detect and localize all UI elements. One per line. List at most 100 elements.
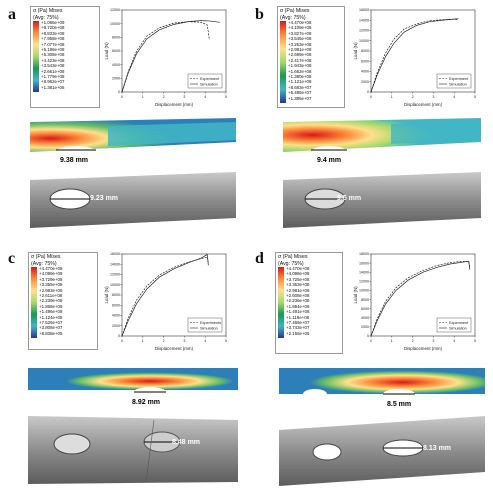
- legend-value: +3.827e+08: [288, 30, 312, 36]
- x-tick-label: 5: [474, 95, 476, 99]
- legend-value: +5.308e+08: [41, 52, 65, 58]
- legend-value: +3.729e+08: [39, 276, 63, 282]
- legend-title: σ (Pa) Mises: [280, 8, 310, 14]
- load-displacement-chart: 0 1 2 3 4 5 0 2000 4000 6000 8000 10000 12000 14000 16…: [104, 252, 227, 351]
- y-tick-label: 0: [118, 334, 120, 338]
- legend-subtitle: (Avg: 75%): [33, 15, 59, 21]
- panel-label: d: [255, 250, 264, 267]
- x-tick-label: 2: [412, 95, 414, 99]
- exp-measure-label: 8.48 mm: [172, 439, 200, 446]
- legend-entry: Simulation: [200, 326, 218, 330]
- x-axis-label: Displacement (mm): [404, 346, 443, 351]
- x-tick-label: 2: [163, 339, 165, 343]
- legend-value: +8.683e+07: [288, 84, 312, 90]
- y-tick-label: 8000: [112, 36, 120, 40]
- legend-value: +4.109e+08: [288, 25, 312, 31]
- legend-entry: Experiments: [200, 321, 221, 325]
- x-tick-label: 4: [453, 339, 455, 343]
- legend-value: +9.720e+08: [41, 25, 65, 31]
- legend-value: +6.196e+08: [41, 47, 65, 53]
- legend-value: +4.098e+08: [286, 271, 310, 277]
- x-tick-label: 5: [225, 339, 227, 343]
- load-displacement-chart: 0 1 2 3 4 5 0 2000 4000 6000 8000 10000 12000 14000 16…: [353, 252, 476, 351]
- x-tick-label: 1: [391, 339, 393, 343]
- legend-value: +2.981e+08: [288, 47, 312, 53]
- series-line: [370, 18, 459, 93]
- experiment-photo: 8.13 mm: [279, 416, 485, 486]
- legend-colorbar: [31, 267, 37, 338]
- series-line: [121, 256, 209, 337]
- x-tick-label: 5: [225, 95, 227, 99]
- series-line: [121, 21, 210, 93]
- y-tick-label: 8000: [361, 298, 369, 302]
- y-axis-label: Load (N): [104, 286, 109, 304]
- legend-subtitle: (Avg: 75%): [31, 261, 57, 267]
- legend-value: +3.725e+08: [286, 276, 310, 282]
- y-tick-label: 2000: [361, 80, 369, 84]
- legend-value: +2.608e+08: [286, 293, 310, 299]
- legend-values: +4.470e+08 +4.109e+08 +3.827e+08 +3.545e+08…: [288, 20, 311, 101]
- legend-value: +3.743e+07: [286, 325, 310, 331]
- sim-measure-label: 8.5 mm: [387, 401, 411, 408]
- legend-value: +1.066e+09: [41, 20, 65, 25]
- legend-value: +1.779e+08: [41, 74, 65, 80]
- y-axis-label: Load (N): [353, 42, 358, 60]
- legend-value: +4.099e+08: [39, 271, 63, 277]
- legend-value: +1.124e+08: [39, 314, 63, 320]
- legend-title: σ (Pa) Mises: [31, 254, 61, 260]
- y-tick-label: 12000: [359, 29, 369, 33]
- simulation-contour: 8.92 mm: [28, 368, 238, 406]
- legend-value: +7.077e+08: [41, 41, 65, 47]
- exp-measure-label: 9.5 mm: [337, 195, 361, 202]
- x-tick-label: 4: [204, 95, 206, 99]
- y-tick-label: 16000: [110, 252, 120, 256]
- legend-value: +8.838e+05: [39, 330, 63, 336]
- y-tick-label: 4000: [361, 70, 369, 74]
- y-axis-label: Load (N): [104, 42, 109, 60]
- y-tick-label: 0: [118, 90, 120, 94]
- legend-value: +4.470e+08: [39, 266, 63, 271]
- y-tick-label: 10000: [110, 22, 120, 26]
- legend-value: +4.470e+08: [288, 20, 312, 25]
- y-tick-label: 4000: [112, 63, 120, 67]
- y-tick-label: 6000: [361, 59, 369, 63]
- legend-value: +2.661e+08: [41, 68, 65, 74]
- y-tick-label: 2000: [361, 325, 369, 329]
- legend-value: +1.121e+08: [288, 79, 312, 85]
- x-tick-label: 3: [183, 95, 185, 99]
- y-tick-label: 12000: [110, 273, 120, 277]
- legend-value: +2.983e+08: [39, 287, 63, 293]
- panel-label: b: [255, 6, 264, 23]
- y-tick-label: 6000: [112, 303, 120, 307]
- panel-d: d σ (Pa) Mises (Avg: 75%) +4.470e+08 +4.0…: [247, 246, 493, 491]
- legend-entry: Simulation: [449, 82, 467, 86]
- legend-values: +4.470e+08 +4.098e+08 +3.725e+08 +3.353e+08…: [286, 266, 309, 336]
- legend-title: σ (Pa) Mises: [33, 8, 63, 14]
- stress-legend: σ (Pa) Mises (Avg: 75%) +4.470e+08 +4.099…: [28, 252, 98, 350]
- simulation-contour: 9.4 mm: [283, 118, 481, 164]
- legend-value: +7.526e+07: [39, 320, 63, 326]
- x-tick-label: 3: [432, 95, 434, 99]
- simulation-contour: 8.5 mm: [279, 368, 485, 408]
- x-axis-label: Displacement (mm): [155, 102, 194, 107]
- stress-legend: σ (Pa) Mises (Avg: 75%) +4.470e+08 +4.109…: [277, 6, 345, 108]
- legend-value: +7.958e+08: [41, 36, 65, 42]
- legend-value: +2.236e+08: [286, 298, 310, 304]
- legend-value: +2.611e+08: [39, 293, 63, 299]
- legend-entry: Simulation: [449, 326, 467, 330]
- legend-title: σ (Pa) Mises: [278, 254, 308, 260]
- legend-value: +8.962e+07: [41, 79, 65, 85]
- legend-value: +3.545e+08: [288, 36, 312, 42]
- sim-measure-label: 8.92 mm: [132, 399, 160, 406]
- legend-value: +1.662e+08: [288, 68, 312, 74]
- legend-value: +3.353e+08: [286, 282, 310, 288]
- legend-colorbar: [280, 21, 286, 103]
- x-tick-label: 2: [412, 339, 414, 343]
- legend-entry: Experiment: [449, 77, 469, 81]
- chart-legend: [436, 73, 472, 89]
- y-axis-label: Load (N): [353, 286, 358, 304]
- x-tick-label: 3: [432, 339, 434, 343]
- y-tick-label: 12000: [110, 8, 120, 12]
- legend-value: +2.981e+08: [286, 287, 310, 293]
- legend-entry: Experiment: [200, 77, 220, 81]
